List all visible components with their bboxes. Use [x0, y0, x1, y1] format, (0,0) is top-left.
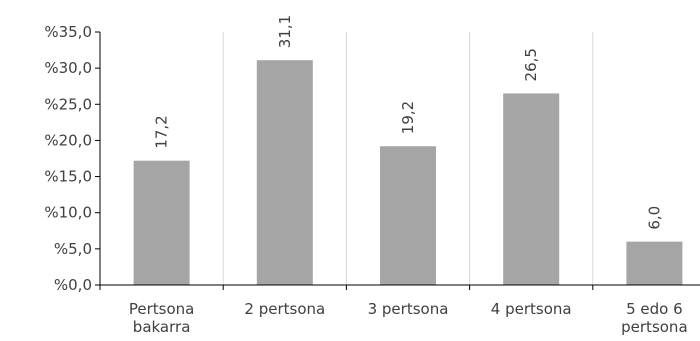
category-label: 3 pertsona: [368, 300, 449, 318]
y-tick-label: %25,0: [44, 95, 92, 113]
y-tick-label: %5,0: [54, 240, 92, 258]
y-tick-label: %15,0: [44, 168, 92, 186]
axes: [95, 31, 700, 290]
data-label: 26,5: [522, 48, 540, 81]
y-tick-label: %10,0: [44, 204, 92, 222]
y-tick-label: %35,0: [44, 23, 92, 41]
bar: [626, 241, 683, 285]
data-labels: 17,2 31,1 19,2 26,5 6,0: [153, 15, 664, 230]
bars: [133, 60, 683, 285]
category-label: 5 edo 6 pertsona: [621, 300, 688, 336]
y-tick-label: %20,0: [44, 131, 92, 149]
data-label: 31,1: [276, 15, 294, 48]
category-label: 2 pertsona: [244, 300, 325, 318]
data-label: 17,2: [153, 115, 171, 148]
category-label-line: 5 edo 6: [626, 300, 683, 318]
bar: [380, 146, 436, 285]
gridlines: [222, 32, 594, 285]
data-label: 19,2: [399, 101, 417, 134]
y-tick-label: %30,0: [44, 59, 92, 77]
category-label: 4 pertsona: [491, 300, 572, 318]
category-label-line: 3 pertsona: [368, 300, 449, 318]
y-tick-label: %0,0: [54, 276, 92, 294]
category-label-line: pertsona: [621, 318, 688, 336]
category-label-line: Pertsona: [129, 300, 194, 318]
data-label: 6,0: [645, 206, 663, 230]
category-label-line: 2 pertsona: [244, 300, 325, 318]
category-label: Pertsona bakarra: [129, 300, 194, 336]
bar: [133, 160, 190, 285]
x-axis-category-labels: Pertsona bakarra 2 pertsona 3 pertsona 4 per…: [129, 300, 688, 336]
category-label-line: 4 pertsona: [491, 300, 572, 318]
y-axis-tick-labels: %0,0 %5,0 %10,0 %15,0 %20,0 %25,0 %30,0 %35,0: [44, 23, 92, 294]
category-label-line: bakarra: [133, 318, 191, 336]
bar: [503, 93, 560, 285]
bar: [256, 60, 313, 285]
